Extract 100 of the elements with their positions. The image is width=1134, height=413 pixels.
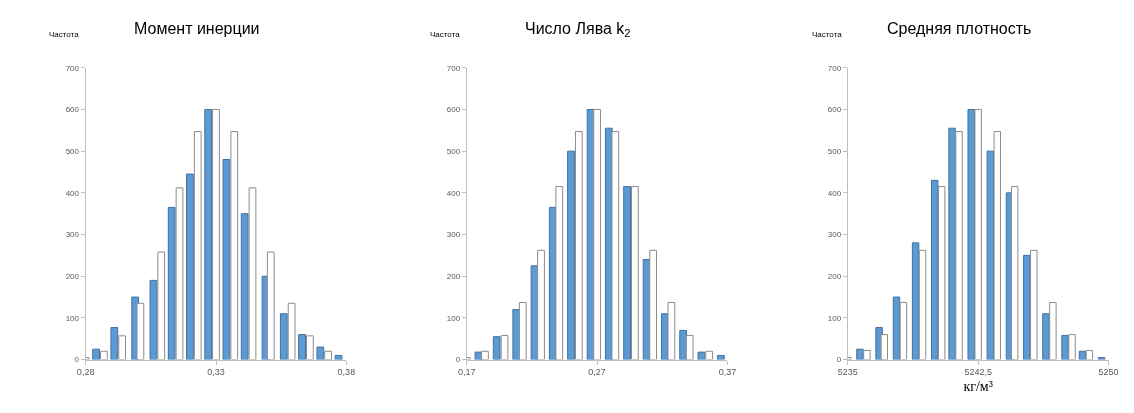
x-tick-label: 0,33	[207, 367, 225, 378]
bar	[316, 346, 325, 360]
bar	[880, 334, 889, 360]
bar	[266, 251, 275, 360]
bar	[481, 350, 489, 360]
bar	[1023, 254, 1031, 360]
bar	[175, 187, 184, 360]
bar	[474, 351, 483, 360]
y-tick-label: 100	[65, 313, 80, 323]
y-tick-label: 500	[65, 146, 80, 156]
bar	[186, 173, 194, 360]
bar	[1042, 313, 1050, 360]
bar	[593, 108, 601, 360]
y-tick-label: 500	[827, 146, 842, 156]
bar	[222, 158, 231, 360]
bar	[212, 108, 220, 360]
y-tick-label: 300	[827, 230, 842, 240]
y-tick-label: 0	[74, 355, 80, 365]
bar	[930, 179, 939, 360]
y-tick-label: 0	[455, 355, 461, 365]
bar	[1049, 301, 1057, 360]
bar	[287, 302, 296, 360]
bar	[248, 187, 257, 360]
y-tick-label: 400	[446, 188, 461, 198]
x-tick-label: 5242,5	[964, 367, 992, 378]
chart-title: Средняя плотность	[887, 20, 1032, 37]
bar	[705, 350, 714, 360]
y-tick-label: 100	[446, 313, 461, 323]
y-tick-label: 600	[446, 105, 461, 115]
bar	[500, 334, 509, 360]
bar	[679, 329, 688, 360]
chart-title: Число Лява k$_{2}$	[525, 20, 631, 40]
bar	[306, 335, 314, 360]
y-tick-label: 600	[65, 105, 80, 115]
bar	[230, 131, 239, 360]
y-tick-label: 700	[827, 63, 842, 73]
bar	[157, 251, 166, 360]
bar	[324, 350, 332, 360]
y-tick-label: 200	[827, 272, 842, 282]
bar	[537, 249, 545, 360]
x-axis-title: кг/м³	[963, 378, 993, 394]
bar	[955, 131, 963, 360]
y-tick-label: 200	[65, 272, 80, 282]
y-tick-label: 100	[827, 313, 842, 323]
y-tick-label: 700	[65, 63, 80, 73]
x-tick-label: 0,37	[718, 367, 737, 378]
x-tick-label: 0,38	[337, 367, 356, 378]
bar	[697, 351, 706, 360]
bar	[240, 213, 249, 360]
bar	[1030, 249, 1038, 360]
bar	[92, 348, 100, 360]
y-axis-title: Частота	[49, 30, 80, 39]
y-tick-label: 500	[446, 146, 461, 156]
x-tick-label: 0,27	[588, 367, 606, 378]
bar	[518, 301, 527, 360]
bar	[717, 354, 725, 360]
bar	[623, 186, 631, 360]
y-axis-title: Частота	[430, 30, 461, 39]
bar	[649, 249, 658, 360]
bar	[1010, 186, 1019, 360]
y-axis-title: Частота	[812, 30, 843, 39]
bar	[118, 335, 127, 360]
bar	[193, 131, 202, 360]
bar	[555, 186, 564, 360]
y-tick-label: 400	[827, 188, 842, 198]
bar	[911, 242, 920, 360]
x-tick-label: 5250	[1098, 367, 1119, 378]
bar	[948, 127, 956, 360]
bar	[611, 131, 620, 360]
bar	[167, 206, 176, 360]
bar	[993, 131, 1001, 360]
bar	[892, 296, 901, 360]
x-tick-label: 0,28	[76, 367, 95, 378]
y-tick-label: 300	[65, 230, 80, 240]
bar	[986, 150, 995, 360]
y-tick-label: 600	[827, 105, 842, 115]
bar	[967, 108, 975, 360]
bar	[530, 265, 539, 360]
bar	[279, 313, 288, 360]
bar	[136, 302, 145, 360]
bar	[334, 354, 343, 360]
chart-title: Момент инерции	[134, 20, 260, 37]
y-tick-label: 200	[446, 272, 461, 282]
y-tick-label: 700	[446, 63, 461, 73]
bar	[298, 334, 306, 360]
x-tick-label: 0,17	[457, 367, 476, 378]
bar	[1068, 334, 1076, 360]
bar	[863, 349, 871, 360]
bar	[204, 108, 213, 360]
bar	[149, 279, 158, 360]
y-tick-label: 400	[65, 188, 80, 198]
bar	[512, 309, 521, 360]
bar	[100, 350, 108, 360]
bar	[574, 131, 583, 360]
bar	[918, 249, 927, 360]
y-tick-label: 0	[836, 355, 842, 365]
bar	[974, 108, 982, 360]
bar	[899, 301, 908, 360]
bar	[631, 186, 639, 360]
x-tick-label: 5235	[837, 367, 858, 378]
